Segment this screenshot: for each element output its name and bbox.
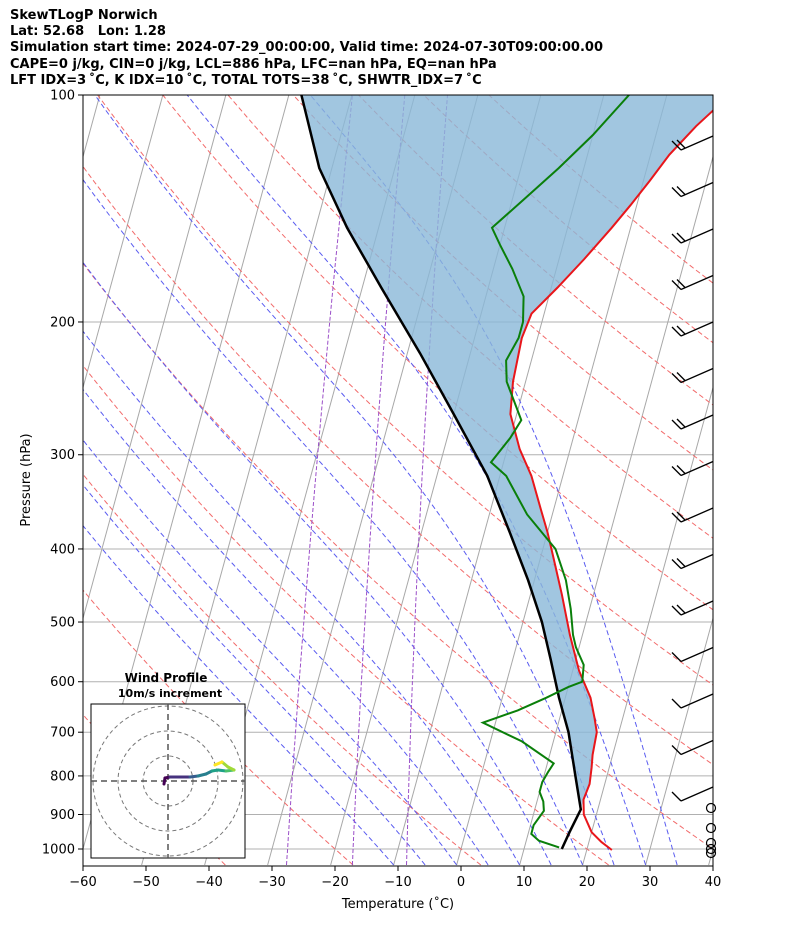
temperature-profile-line (509, 109, 713, 851)
calm-wind-marker (705, 843, 717, 855)
wind-barb (671, 274, 714, 291)
wind-barb (671, 181, 714, 198)
y-tick-label: 500 (50, 616, 75, 631)
wind-barb (671, 367, 714, 384)
y-tick-label: 700 (50, 726, 75, 741)
y-tick-label: 400 (50, 542, 75, 557)
dry-adiabat-line (83, 165, 713, 766)
location-line: Lat: 52.68 Lon: 1.28 (10, 24, 166, 40)
moist-adiabat-line (83, 330, 521, 866)
isotherm-line (456, 95, 668, 866)
mixing-ratio-line (406, 95, 448, 866)
dry-adiabat-line (227, 95, 713, 539)
parcel-profile-line (300, 95, 583, 850)
chart-title: SkewTLogP Norwich (10, 8, 158, 23)
hodograph-subtitle: 10m/s increment (118, 687, 222, 700)
wind-barb (671, 693, 714, 709)
wind-barb (671, 507, 714, 523)
wind-barb (671, 553, 714, 570)
chart-header: SkewTLogP Norwich Lat: 52.68 Lon: 1.28 Sim… (10, 8, 603, 89)
y-tick-label: 100 (50, 89, 75, 104)
wind-barb (671, 321, 714, 337)
y-tick-label: 300 (50, 448, 75, 463)
dry-adiabat-line (83, 262, 713, 850)
calm-wind-marker (705, 822, 717, 834)
hodograph-trace (213, 760, 224, 767)
hodograph-ring (117, 730, 219, 832)
y-tick-label: 800 (50, 769, 75, 784)
moist-adiabat-line (83, 524, 394, 866)
moist-adiabat-line (83, 261, 552, 866)
calm-wind-marker (705, 802, 717, 814)
x-tick-label: 10 (516, 875, 533, 890)
x-tick-label: −20 (321, 875, 348, 890)
indices-line-1: CAPE=0 j/kg, CIN=0 j/kg, LCL=886 hPa, LF… (10, 56, 497, 72)
x-tick-label: −30 (258, 875, 285, 890)
isotherm-line (83, 95, 227, 621)
dewpoint-profile-line (480, 95, 630, 849)
indices-line-2: LFT IDX=3 ˚C, K IDX=10 ˚C, TOTAL TOTS=38… (10, 72, 482, 88)
isotherm-line (519, 154, 713, 866)
isotherm-line (83, 95, 164, 390)
cin-shaded-area (301, 95, 713, 810)
isotherm-line (582, 385, 713, 866)
y-axis-label: Pressure (hPa) (19, 433, 34, 526)
x-axis-label: Temperature (˚C) (341, 896, 454, 912)
calm-wind-marker (705, 847, 717, 859)
x-tick-label: −50 (132, 875, 159, 890)
x-tick-label: −60 (69, 875, 96, 890)
times-line: Simulation start time: 2024-07-29_00:00:… (10, 40, 603, 56)
dry-adiabat-line (83, 589, 354, 866)
y-tick-label: 200 (50, 315, 75, 330)
isotherm-line (708, 847, 713, 866)
isotherm-line (645, 616, 713, 866)
wind-barb (671, 460, 714, 477)
moist-adiabat-line (83, 388, 489, 866)
wind-barb (671, 600, 714, 616)
moist-adiabat-line (83, 178, 584, 866)
wind-barb (671, 646, 714, 663)
calm-wind-marker (705, 837, 717, 849)
x-tick-label: 40 (705, 875, 722, 890)
x-tick-label: −10 (384, 875, 411, 890)
wind-barb (671, 739, 714, 756)
y-tick-label: 900 (50, 808, 75, 823)
x-tick-label: −40 (195, 875, 222, 890)
dry-adiabat-line (83, 364, 609, 866)
hodograph-title: Wind Profile (125, 671, 208, 685)
moist-adiabat-line (83, 484, 426, 866)
x-tick-label: 30 (642, 875, 659, 890)
hodograph: Wind Profile 10m/s increment (90, 671, 246, 859)
x-tick-label: 0 (457, 875, 465, 890)
x-tick-label: 20 (579, 875, 596, 890)
wind-barb (671, 414, 714, 430)
y-tick-label: 600 (50, 675, 75, 690)
dry-adiabat-line (97, 95, 713, 686)
moist-adiabat-line (83, 439, 458, 866)
wind-barb (671, 786, 714, 802)
wind-barb (671, 135, 714, 151)
moist-adiabat-line (94, 95, 615, 866)
wind-barb (671, 228, 714, 244)
y-tick-label: 1000 (42, 843, 75, 858)
